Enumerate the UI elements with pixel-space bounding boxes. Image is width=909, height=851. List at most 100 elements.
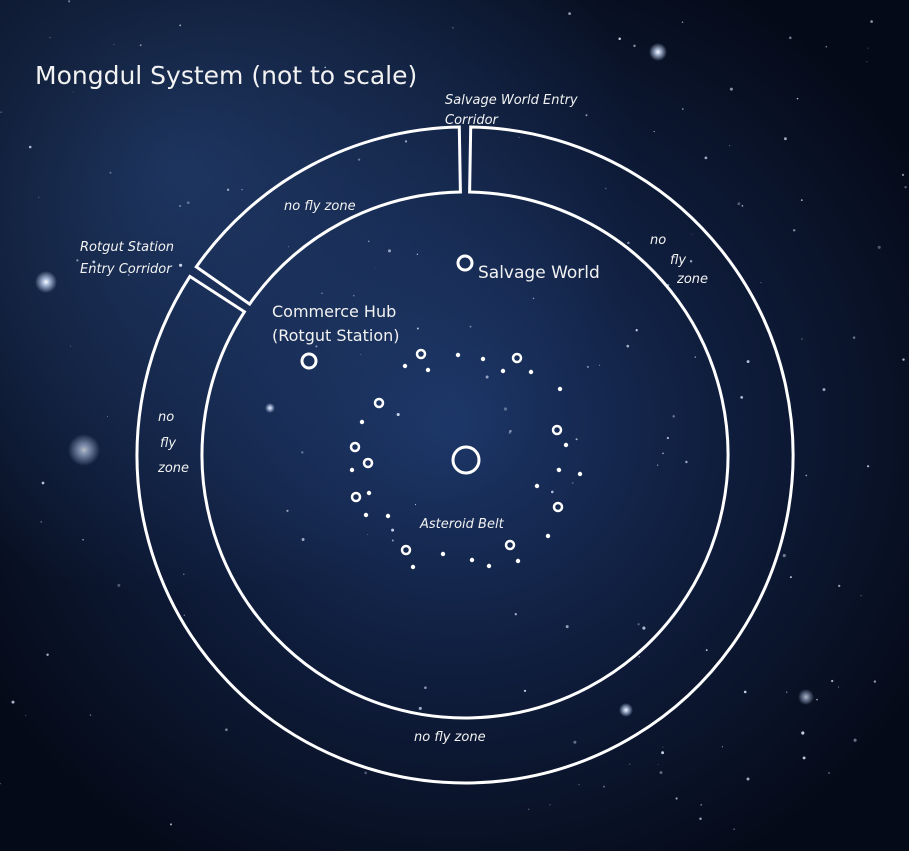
star — [816, 698, 818, 701]
star — [367, 534, 369, 536]
asteroid — [363, 512, 369, 518]
star — [782, 554, 786, 558]
star — [92, 260, 96, 264]
star — [565, 625, 569, 629]
star — [11, 700, 15, 704]
star — [573, 740, 577, 744]
star — [700, 803, 703, 806]
star — [866, 465, 870, 468]
star — [721, 746, 723, 748]
star — [452, 27, 454, 29]
star — [837, 686, 840, 688]
asteroid — [366, 490, 372, 496]
star — [70, 345, 72, 347]
star — [179, 24, 182, 27]
asteroid — [563, 442, 569, 448]
asteroid — [534, 483, 540, 489]
star — [396, 412, 400, 417]
star — [801, 731, 805, 735]
star — [789, 576, 792, 579]
label-line: fly — [670, 253, 686, 268]
star — [659, 771, 663, 775]
label-line: Entry Corridor — [80, 262, 173, 277]
star — [627, 241, 630, 245]
asteroid — [469, 557, 475, 563]
star — [523, 689, 527, 693]
star — [448, 103, 450, 105]
asteroid — [556, 467, 562, 473]
corridor-label: Rotgut Station Entry Corridor — [80, 240, 178, 277]
star — [657, 763, 659, 765]
star — [391, 528, 395, 532]
star — [324, 66, 327, 69]
star — [741, 205, 744, 207]
star — [585, 114, 588, 117]
star — [599, 364, 601, 366]
star — [387, 249, 392, 253]
star — [633, 44, 636, 48]
star — [532, 297, 535, 300]
star — [796, 97, 799, 100]
star — [225, 728, 228, 732]
star — [139, 44, 142, 47]
asteroid — [486, 563, 492, 569]
star — [301, 538, 305, 541]
star — [40, 521, 42, 523]
star — [469, 325, 472, 328]
star — [575, 438, 578, 441]
star — [682, 108, 684, 110]
star — [635, 329, 638, 332]
star — [72, 91, 74, 93]
star — [619, 703, 633, 717]
asteroid — [528, 369, 534, 375]
body-label: Commerce Hub (Rotgut Station) — [272, 302, 401, 345]
asteroid — [515, 558, 521, 564]
star — [729, 87, 733, 91]
star — [364, 771, 368, 775]
star — [0, 782, 1, 785]
star — [860, 594, 862, 597]
star — [672, 415, 675, 418]
star — [183, 573, 185, 575]
star — [49, 37, 51, 39]
star — [514, 613, 517, 616]
zone-label: no fly zone — [414, 730, 486, 745]
star — [109, 171, 112, 174]
asteroid — [402, 363, 408, 369]
star — [321, 292, 323, 294]
zone-label: no fly zone — [157, 410, 189, 476]
star — [461, 103, 464, 105]
asteroid — [511, 352, 523, 364]
star — [792, 229, 796, 232]
star — [705, 649, 708, 652]
asteroid — [349, 467, 355, 473]
star — [902, 358, 905, 361]
star — [704, 156, 708, 160]
label-line: no — [158, 410, 174, 425]
star — [629, 763, 631, 765]
star — [414, 504, 417, 506]
star — [831, 679, 834, 683]
star — [798, 689, 814, 705]
star — [662, 452, 664, 455]
star — [35, 271, 57, 293]
star — [653, 131, 655, 133]
star — [76, 259, 79, 262]
star — [107, 416, 108, 417]
star — [877, 245, 881, 249]
zone-label: no fly zone — [284, 199, 356, 214]
star — [89, 714, 92, 716]
star — [82, 538, 84, 541]
star — [375, 77, 377, 79]
no-fly-zone-ring — [135, 125, 795, 785]
star — [226, 188, 230, 191]
asteroid — [410, 564, 416, 570]
star — [662, 746, 664, 748]
star — [418, 706, 422, 710]
star — [241, 188, 243, 191]
asteroid — [425, 367, 431, 373]
star — [503, 407, 508, 411]
star — [391, 539, 394, 542]
asteroid — [400, 544, 412, 556]
